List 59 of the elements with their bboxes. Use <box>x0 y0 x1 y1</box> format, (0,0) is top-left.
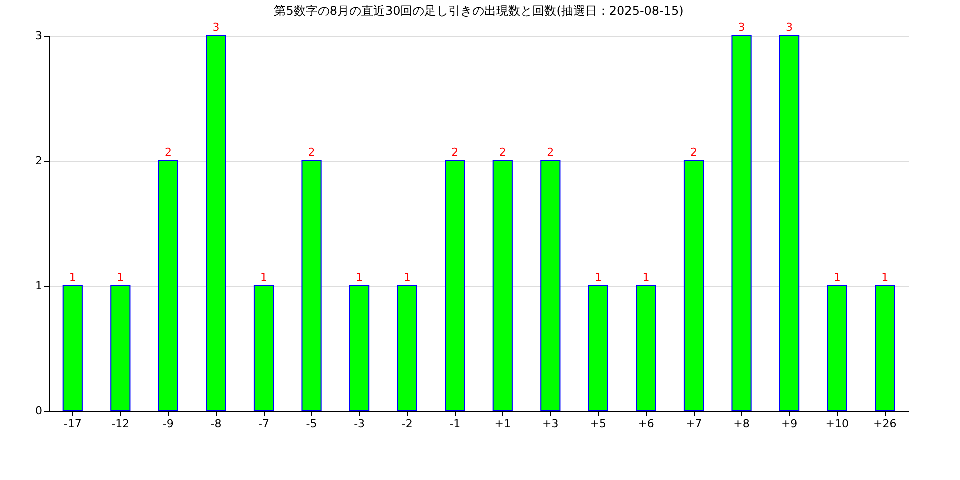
x-tick-label: +9 <box>781 418 798 430</box>
bar <box>302 160 322 412</box>
bar <box>62 286 83 412</box>
x-tick-label: -8 <box>210 418 222 430</box>
x-tick-label: +1 <box>494 418 511 430</box>
y-tick-label: 0 <box>36 404 42 418</box>
y-tick-label: 2 <box>36 154 42 168</box>
data-label: 3 <box>786 21 794 34</box>
x-tick-label: -1 <box>450 418 461 430</box>
bar <box>350 286 370 412</box>
data-label: 1 <box>882 271 889 284</box>
chart-title: 第5数字の8月の直近30回の足し引きの出現数と回数(抽選日：2025-08-15) <box>274 4 684 18</box>
data-label: 1 <box>69 271 76 284</box>
y-tick-label: 3 <box>36 30 42 42</box>
data-label: 2 <box>308 146 316 159</box>
bar <box>397 286 418 412</box>
x-tick-label: -3 <box>354 418 366 430</box>
bar <box>254 286 274 412</box>
bar <box>540 160 561 412</box>
bar <box>110 286 131 412</box>
x-tick-label: +6 <box>638 418 654 430</box>
x-tick-label: -17 <box>64 418 82 430</box>
x-tick-label: -5 <box>306 418 318 430</box>
data-label: 1 <box>356 271 364 284</box>
data-label: 2 <box>499 146 506 159</box>
bar <box>780 36 800 412</box>
bar <box>588 286 608 412</box>
bar <box>636 286 656 412</box>
data-label: 1 <box>594 271 602 284</box>
data-label: 1 <box>834 271 841 284</box>
x-tick-label: +7 <box>686 418 702 430</box>
data-label: 3 <box>212 21 220 34</box>
data-label: 2 <box>164 146 172 159</box>
bar <box>684 160 704 412</box>
x-tick-label: -7 <box>258 418 270 430</box>
data-label: 2 <box>452 146 459 159</box>
bar <box>827 286 848 412</box>
data-label: 1 <box>260 271 268 284</box>
x-tick-label: -12 <box>112 418 130 430</box>
bar <box>492 160 513 412</box>
x-tick-label: +5 <box>590 418 607 430</box>
x-tick-label: +26 <box>874 418 897 430</box>
data-label: 1 <box>117 271 124 284</box>
data-label: 1 <box>404 271 411 284</box>
data-label: 3 <box>738 21 746 34</box>
data-label: 2 <box>547 146 554 159</box>
y-tick-label: 1 <box>36 280 42 292</box>
bar <box>206 36 226 412</box>
bar <box>875 286 896 412</box>
bar <box>445 160 466 412</box>
x-tick-label: -9 <box>162 418 174 430</box>
data-label: 1 <box>642 271 650 284</box>
x-tick-label: +8 <box>734 418 750 430</box>
bar <box>732 36 752 412</box>
bar <box>158 160 178 412</box>
x-tick-label: +10 <box>826 418 849 430</box>
data-label: 2 <box>690 146 698 159</box>
x-tick-label: -2 <box>402 418 413 430</box>
x-tick-label: +3 <box>542 418 559 430</box>
